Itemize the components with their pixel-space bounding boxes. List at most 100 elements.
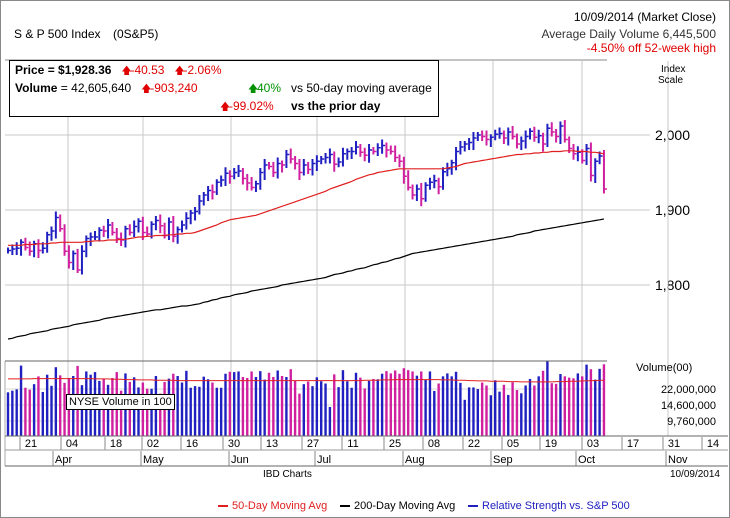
price-bar (376, 143, 381, 156)
price-bar (80, 245, 85, 275)
volume-bar (306, 381, 310, 436)
price-tick-label: 2,000 (655, 127, 690, 143)
volume-bar (585, 364, 588, 436)
volume-bar (254, 376, 258, 436)
price-bar (307, 162, 312, 174)
price-row: Price = $1,928.36 🡅-40.53 🡅-2.06% (15, 62, 438, 80)
price-bar (311, 159, 316, 176)
day-tick-label: 13 (266, 438, 278, 450)
price-bar (67, 245, 72, 269)
volume-bar (298, 393, 301, 436)
price-bar (176, 226, 181, 244)
volume-bar (28, 389, 31, 436)
price-bar (437, 177, 442, 195)
volume-bar (41, 391, 44, 436)
volume-bar (80, 385, 84, 436)
price-bar (328, 148, 333, 164)
volume-bar (476, 389, 479, 436)
volume-bar (333, 374, 336, 436)
price-bar (233, 168, 238, 180)
price-bar (54, 211, 59, 239)
price-bar (111, 222, 116, 236)
volume-bar (576, 373, 580, 436)
price-bar (520, 136, 525, 150)
volume-bar (507, 394, 510, 436)
volume-bar (411, 371, 414, 436)
price-bar (546, 123, 551, 147)
prior-day-row: 🡅-99.02% vs the prior day (15, 98, 438, 116)
volume-bar (45, 374, 49, 436)
volume-bar (598, 368, 601, 436)
price-bar (172, 216, 177, 243)
volume-bar (354, 372, 358, 436)
volume-change: -903,240 (150, 81, 198, 95)
price-bar (20, 239, 25, 256)
day-tick-label: 05 (507, 438, 519, 450)
day-tick-label: 16 (186, 438, 198, 450)
volume-bar (11, 390, 14, 436)
volume-tick-label: 14,600,000 (661, 400, 716, 412)
volume-bar (150, 388, 153, 436)
volume-bar (202, 376, 205, 436)
price-bar (468, 138, 473, 150)
day-tick-label: 11 (347, 438, 358, 450)
price-bar (294, 156, 299, 170)
volume-bar (337, 387, 340, 436)
volume-bar (106, 384, 110, 436)
price-bar (398, 154, 403, 168)
price-volume-info-box: Price = $1,928.36 🡅-40.53 🡅-2.06% Volume… (9, 60, 439, 117)
price-bar (489, 134, 494, 147)
volume-bar (359, 377, 362, 436)
volume-bar (376, 379, 379, 436)
volume-scale-label: Volume(00) (636, 362, 692, 374)
price-bar (563, 120, 568, 143)
volume-bar (159, 393, 162, 436)
price-bars (7, 120, 607, 275)
price-bar (359, 144, 364, 157)
month-tick-label: Apr (55, 454, 72, 466)
legend-rs-label: Relative Strength vs. S&P 500 (482, 500, 630, 512)
price-bar (533, 126, 538, 142)
volume-bar (559, 374, 562, 436)
volume-tick-label: 22,000,000 (661, 384, 716, 396)
arrow-down-icon: 🡅 (220, 102, 231, 113)
volume-bar (224, 373, 227, 436)
day-tick-label: 04 (66, 438, 78, 450)
volume-bar (446, 373, 449, 436)
price-bar (276, 157, 281, 179)
price-bar (576, 146, 581, 162)
price-bar (194, 207, 199, 221)
volume-bar (259, 371, 262, 436)
price-bar (298, 159, 303, 180)
volume-bar (237, 371, 240, 436)
ma50-swatch (218, 505, 228, 508)
volume-bar (180, 382, 184, 436)
volume-bar (498, 391, 501, 436)
legend-ma50: 50-Day Moving Avg (218, 500, 327, 512)
volume-bar (415, 375, 419, 436)
volume-bar (520, 393, 523, 436)
footer-date: 10/09/2014 (670, 469, 720, 480)
volume-bar (119, 390, 123, 436)
volume-bar (315, 377, 319, 436)
volume-bar (385, 371, 388, 436)
price-bar (550, 122, 555, 137)
price-bar (346, 148, 351, 160)
arrow-down-icon: 🡅 (174, 66, 185, 77)
price-bar (389, 145, 394, 155)
volume-bar (219, 387, 223, 436)
arrow-up-icon: 🡅 (248, 84, 259, 95)
price-bar (368, 144, 373, 163)
volume-value: = 42,605,640 (60, 81, 132, 95)
legend-ma200: 200-Day Moving Avg (340, 500, 455, 512)
volume-bar (428, 371, 432, 436)
price-bar (385, 142, 390, 158)
volume-bar (546, 361, 549, 436)
volume-bar (581, 376, 584, 436)
price-bar (333, 151, 338, 172)
volume-bar (437, 383, 440, 436)
arrow-down-icon: 🡅 (141, 84, 152, 95)
volume-bar (302, 384, 305, 436)
volume-tick-label: 9,760,000 (667, 416, 716, 428)
price-bar (268, 162, 272, 170)
